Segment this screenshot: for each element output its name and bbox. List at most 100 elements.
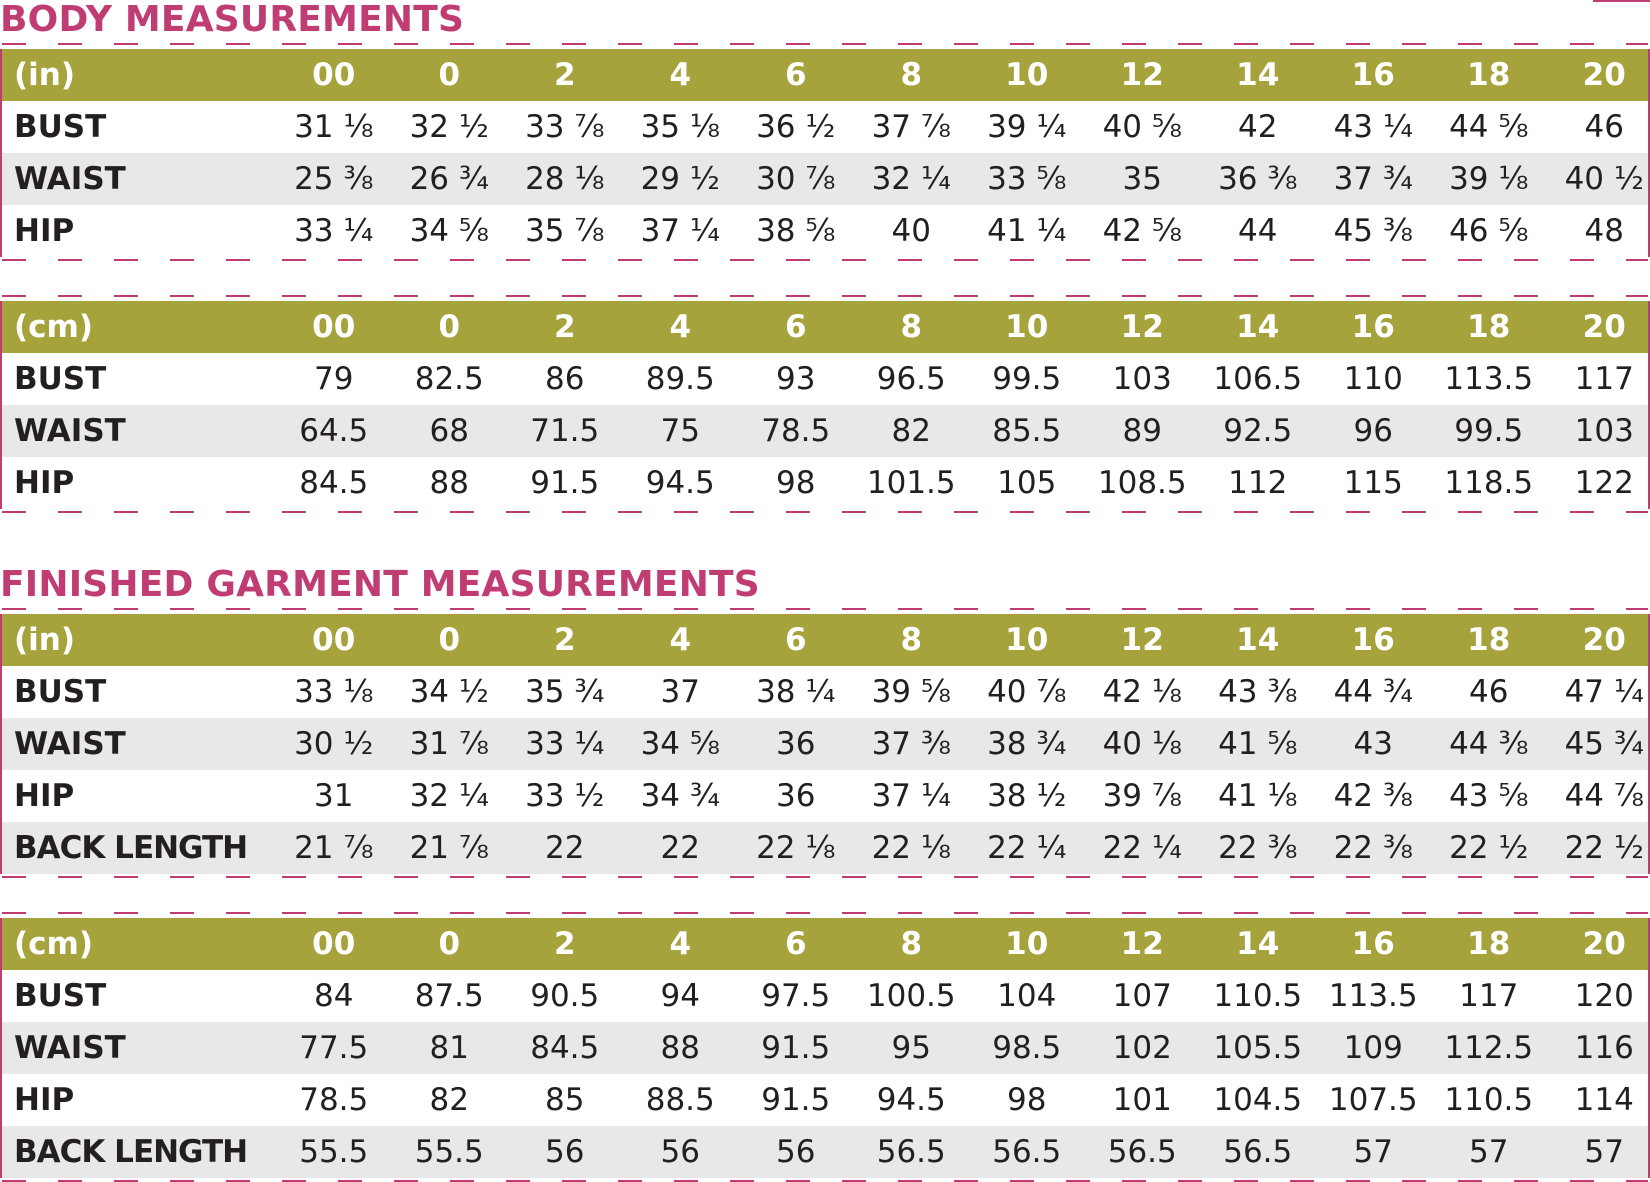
measurement-value-cell: 107.5 <box>1316 1082 1432 1118</box>
measurement-value-cell: 41 ⅝ <box>1200 726 1316 762</box>
measurement-value-cell: 82 <box>392 1082 508 1118</box>
size-header-cell: 00 <box>276 926 392 962</box>
measurement-value-cell: 109 <box>1316 1030 1432 1066</box>
measurement-value-cell: 98.5 <box>969 1030 1085 1066</box>
measurement-value-cell: 37 <box>623 674 739 710</box>
measurement-value-cell: 82 <box>854 413 970 449</box>
measurement-value-cell: 91.5 <box>507 465 623 501</box>
measurement-value-cell: 116 <box>1547 1030 1650 1066</box>
size-header-cell: 0 <box>392 57 508 93</box>
measurement-value-cell: 33 ⅛ <box>276 674 392 710</box>
measurement-value-cell: 31 ⅞ <box>392 726 508 762</box>
measurement-value-cell: 112 <box>1200 465 1316 501</box>
size-header-cell: 16 <box>1316 926 1432 962</box>
measurement-value-cell: 105.5 <box>1200 1030 1316 1066</box>
measurement-value-cell: 101.5 <box>854 465 970 501</box>
finished-garment-measurements-title: FINISHED GARMENT MEASUREMENTS <box>0 565 760 605</box>
measurement-value-cell: 85.5 <box>969 413 1085 449</box>
measurement-label: WAIST <box>2 161 276 197</box>
measurement-value-cell: 40 ½ <box>1547 161 1650 197</box>
measurement-value-cell: 38 ¼ <box>738 674 854 710</box>
unit-label: (cm) <box>2 926 276 962</box>
size-header-cell: 10 <box>969 622 1085 658</box>
measurement-label: BUST <box>2 978 276 1014</box>
measurement-value-cell: 43 ¼ <box>1316 109 1432 145</box>
measurement-value-cell: 108.5 <box>1085 465 1201 501</box>
measurement-value-cell: 40 ⅞ <box>969 674 1085 710</box>
measurement-value-cell: 21 ⅞ <box>392 830 508 866</box>
measurement-value-cell: 44 ⅝ <box>1431 109 1547 145</box>
measurement-label: BUST <box>2 361 276 397</box>
size-header-cell: 0 <box>392 309 508 345</box>
size-header-cell: 6 <box>738 309 854 345</box>
measurement-value-cell: 94 <box>623 978 739 1014</box>
measurement-value-cell: 107 <box>1085 978 1201 1014</box>
measurement-value-cell: 88 <box>392 465 508 501</box>
measurement-label: BUST <box>2 109 276 145</box>
unit-label: (in) <box>2 57 276 93</box>
measurement-value-cell: 43 <box>1316 726 1432 762</box>
measurement-value-cell: 117 <box>1431 978 1547 1014</box>
measurement-value-cell: 88.5 <box>623 1082 739 1118</box>
size-header-cell: 12 <box>1085 309 1201 345</box>
top-right-accent-line <box>1593 0 1650 2</box>
size-header-cell: 18 <box>1431 926 1547 962</box>
size-header-cell: 16 <box>1316 622 1432 658</box>
measurement-value-cell: 34 ½ <box>392 674 508 710</box>
measurement-value-cell: 86 <box>507 361 623 397</box>
measurement-value-cell: 102 <box>1085 1030 1201 1066</box>
size-header-cell: 4 <box>623 622 739 658</box>
measurement-value-cell: 38 ⅝ <box>738 213 854 249</box>
measurement-value-cell: 44 ¾ <box>1316 674 1432 710</box>
measurement-value-cell: 57 <box>1431 1134 1547 1170</box>
measurement-label: HIP <box>2 1082 276 1118</box>
size-header-cell: 8 <box>854 309 970 345</box>
measurement-value-cell: 41 ⅛ <box>1200 778 1316 814</box>
size-header-cell: 18 <box>1431 622 1547 658</box>
measurement-value-cell: 104 <box>969 978 1085 1014</box>
size-header-cell: 14 <box>1200 622 1316 658</box>
unit-label: (in) <box>2 622 276 658</box>
measurement-value-cell: 98 <box>969 1082 1085 1118</box>
measurement-value-cell: 91.5 <box>738 1082 854 1118</box>
measurement-value-cell: 40 ⅝ <box>1085 109 1201 145</box>
measurement-value-cell: 115 <box>1316 465 1432 501</box>
measurement-value-cell: 113.5 <box>1431 361 1547 397</box>
size-header-cell: 0 <box>392 926 508 962</box>
measurement-label: BACK LENGTH <box>2 830 276 866</box>
measurement-value-cell: 22 ⅜ <box>1316 830 1432 866</box>
measurement-value-cell: 56 <box>507 1134 623 1170</box>
body-measurements-title: BODY MEASUREMENTS <box>0 0 464 40</box>
measurement-label: WAIST <box>2 1030 276 1066</box>
measurement-value-cell: 118.5 <box>1431 465 1547 501</box>
measurement-value-cell: 44 <box>1200 213 1316 249</box>
measurement-value-cell: 33 ¼ <box>276 213 392 249</box>
measurement-value-cell: 84.5 <box>276 465 392 501</box>
measurement-value-cell: 55.5 <box>276 1134 392 1170</box>
size-header-cell: 4 <box>623 926 739 962</box>
measurement-value-cell: 37 ¼ <box>623 213 739 249</box>
measurement-value-cell: 85 <box>507 1082 623 1118</box>
measurement-value-cell: 33 ¼ <box>507 726 623 762</box>
measurement-value-cell: 110.5 <box>1431 1082 1547 1118</box>
measurement-value-cell: 120 <box>1547 978 1650 1014</box>
measurement-value-cell: 81 <box>392 1030 508 1066</box>
measurement-value-cell: 103 <box>1085 361 1201 397</box>
size-header-cell: 00 <box>276 309 392 345</box>
measurement-value-cell: 48 <box>1547 213 1650 249</box>
measurement-value-cell: 37 ¼ <box>854 778 970 814</box>
measurement-value-cell: 113.5 <box>1316 978 1432 1014</box>
measurement-value-cell: 36 ⅜ <box>1200 161 1316 197</box>
size-header-cell: 2 <box>507 622 623 658</box>
measurement-value-cell: 57 <box>1316 1134 1432 1170</box>
size-header-cell: 6 <box>738 622 854 658</box>
measurement-value-cell: 110.5 <box>1200 978 1316 1014</box>
